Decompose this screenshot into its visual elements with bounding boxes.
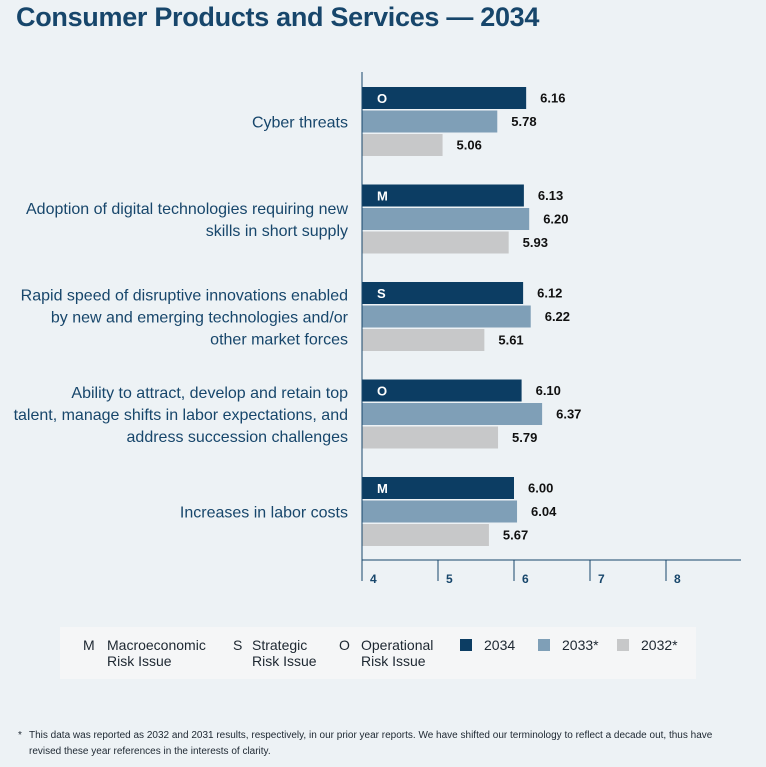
bar-2033-3 [362, 403, 543, 425]
category-label: other market forces [210, 332, 348, 349]
category-label: Increases in labor costs [180, 505, 348, 522]
legend-code-m: M [83, 637, 95, 653]
risk-code-label: O [377, 91, 387, 106]
bar-2032-4 [362, 524, 489, 546]
bar-2034-3 [362, 379, 522, 402]
bar-2033-2 [362, 305, 531, 328]
legend-label-operational: Operational Risk Issue [361, 637, 434, 669]
legend-swatch-2033 [538, 639, 550, 651]
risk-code-label: M [377, 189, 388, 204]
legend-swatch-2032 [617, 639, 629, 651]
bar-value-label: 5.06 [457, 138, 482, 153]
bar-value-label: 5.67 [503, 528, 528, 543]
bar-value-label: 6.13 [538, 188, 563, 203]
category-label: talent, manage shifts in labor expectati… [14, 407, 348, 424]
bar-2032-2 [362, 329, 485, 351]
bar-2032-1 [362, 231, 509, 254]
bar-value-label: 6.10 [536, 383, 561, 398]
category-label: Ability to attract, develop and retain t… [71, 385, 348, 402]
bar-value-label: 6.37 [556, 407, 581, 422]
bar-value-label: 5.61 [498, 333, 523, 348]
legend-label-2033: 2033* [562, 637, 599, 653]
bar-2033-4 [362, 500, 518, 523]
legend-code-s: S [233, 637, 243, 653]
x-tick-label: 4 [370, 572, 377, 586]
bar-value-label: 6.22 [545, 309, 570, 324]
bar-2033-0 [362, 110, 498, 133]
x-tick-label: 7 [598, 572, 605, 586]
bar-value-label: 5.79 [512, 430, 537, 445]
category-label: skills in short supply [206, 223, 348, 240]
bar-value-label: 6.16 [540, 91, 565, 106]
category-label: address succession challenges [127, 429, 348, 446]
category-label: Rapid speed of disruptive innovations en… [21, 288, 348, 305]
legend-label-strategic: Strategic Risk Issue [252, 637, 317, 669]
bar-chart: 4 5 6 7 8 6.16 O 5.78 5.06 Cyber threats 6.13 M 6.20… [14, 72, 741, 586]
category-label: Adoption of digital technologies requiri… [26, 201, 348, 218]
legend-label-2034: 2034 [484, 637, 516, 653]
bar-2032-3 [362, 426, 499, 449]
risk-code-label: O [377, 384, 387, 399]
risk-code-label: S [377, 286, 386, 301]
footnote-marker: * [18, 730, 22, 741]
category-label: by new and emerging technologies and/or [51, 310, 349, 327]
bar-value-label: 5.93 [523, 235, 548, 250]
bar-value-label: 6.00 [528, 481, 553, 496]
bar-value-label: 6.04 [531, 504, 557, 519]
legend-label-macroeconomic: Macroeconomic Risk Issue [107, 637, 206, 669]
x-tick-label: 6 [522, 572, 529, 586]
bar-2034-0 [362, 87, 527, 109]
bar-2034-2 [362, 282, 524, 304]
bar-value-label: 5.78 [511, 114, 536, 129]
bar-value-label: 6.20 [543, 212, 568, 227]
bar-2033-1 [362, 208, 530, 230]
legend-code-o: O [339, 637, 350, 653]
chart-title: Consumer Products and Services — 2034 [16, 2, 540, 32]
legend: M Macroeconomic Risk Issue S Strategic Ris… [60, 627, 696, 679]
bar-2034-4 [362, 477, 514, 499]
category-label: Cyber threats [252, 115, 348, 132]
bar-2034-1 [362, 184, 524, 207]
bar-2032-0 [362, 134, 443, 156]
x-tick-label: 8 [674, 572, 681, 586]
footnote-text: This data was reported as 2032 and 2031 … [29, 730, 713, 757]
legend-swatch-2034 [460, 639, 472, 651]
legend-label-2032: 2032* [641, 637, 678, 653]
bar-value-label: 6.12 [537, 286, 562, 301]
x-tick-label: 5 [446, 572, 453, 586]
risk-code-label: M [377, 481, 388, 496]
